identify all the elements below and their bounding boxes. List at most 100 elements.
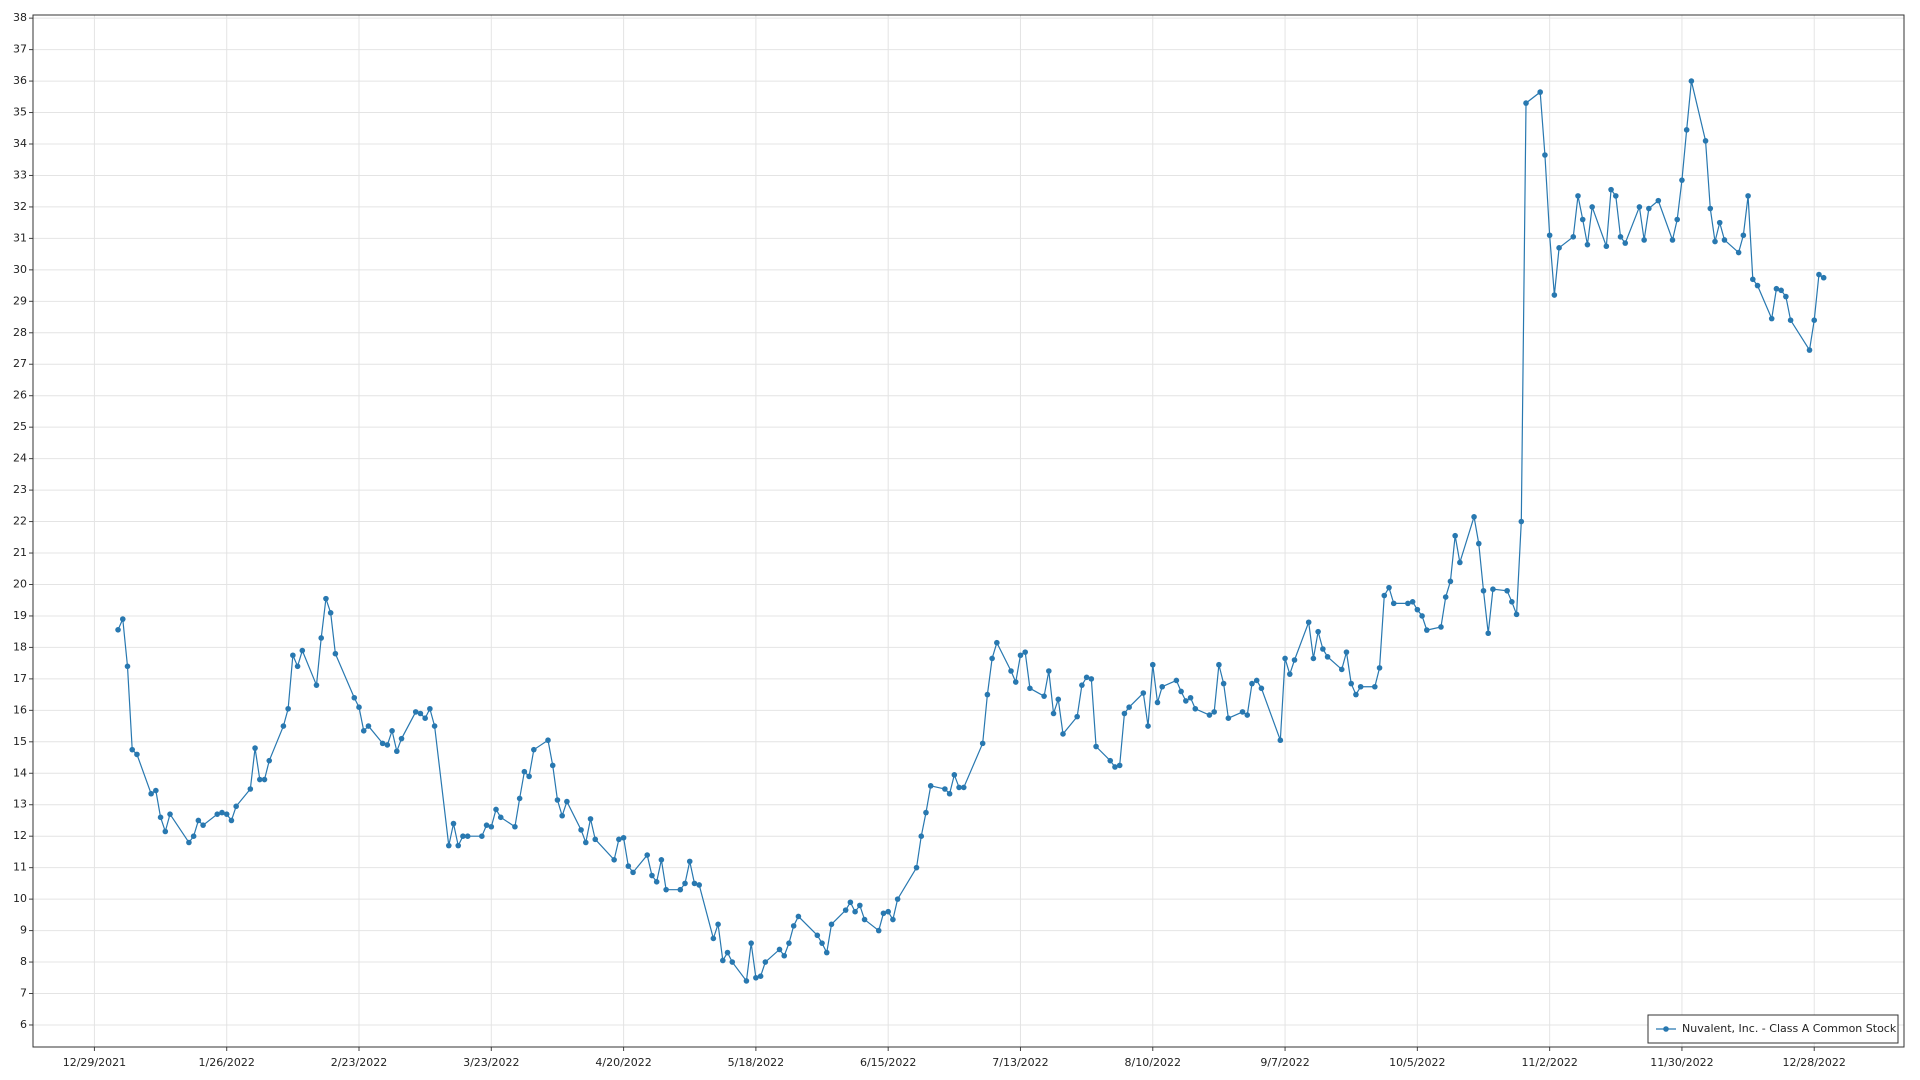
data-point [1523, 100, 1529, 106]
data-point [1612, 193, 1619, 199]
data-point [1282, 655, 1288, 662]
data-point [1187, 694, 1194, 701]
data-point [786, 940, 792, 946]
data-point [1121, 710, 1128, 717]
data-point [1820, 274, 1827, 281]
data-point [1490, 586, 1496, 593]
data-point [1778, 287, 1784, 294]
data-point [531, 746, 537, 753]
x-tick-label: 12/28/2022 [1783, 1056, 1846, 1069]
y-tick-label: 17 [13, 672, 27, 685]
data-point [1716, 219, 1723, 226]
y-tick-label: 19 [13, 609, 27, 622]
data-point [134, 751, 140, 758]
data-point [493, 806, 499, 813]
y-tick-label: 26 [13, 389, 27, 402]
data-point [124, 663, 131, 670]
data-point [1721, 237, 1728, 243]
y-tick-label: 27 [13, 357, 27, 370]
data-point [497, 814, 504, 821]
data-point [521, 768, 528, 775]
data-point [927, 783, 934, 789]
data-point [1542, 152, 1548, 158]
data-point [1622, 240, 1629, 246]
data-point [1017, 652, 1024, 659]
data-point [1452, 532, 1458, 539]
data-point [1424, 627, 1430, 633]
data-point [960, 784, 967, 791]
data-point [1546, 232, 1553, 239]
data-point [1712, 238, 1718, 245]
data-point [1754, 282, 1761, 289]
data-point [1126, 704, 1132, 710]
data-point [913, 864, 920, 871]
data-point [578, 827, 584, 833]
y-tick-label: 25 [13, 420, 27, 433]
data-point [649, 872, 655, 879]
x-tick-label: 11/30/2022 [1650, 1056, 1713, 1069]
y-tick-label: 6 [20, 1018, 27, 1031]
data-point [682, 880, 688, 887]
data-point [200, 822, 206, 828]
data-point [1513, 611, 1520, 618]
data-point [620, 834, 627, 841]
data-point [1740, 232, 1747, 239]
x-tick-label: 11/2/2022 [1521, 1056, 1577, 1069]
y-tick-label: 13 [13, 798, 27, 811]
data-point [148, 790, 154, 797]
data-point [857, 902, 863, 909]
data-point [299, 647, 306, 654]
data-point [1707, 205, 1714, 212]
data-point [1457, 559, 1463, 566]
y-tick-label: 10 [13, 892, 27, 905]
data-point [261, 776, 268, 783]
data-point [1683, 127, 1690, 133]
data-point [219, 809, 225, 816]
data-point [918, 833, 925, 839]
data-point [464, 833, 471, 839]
data-point [951, 772, 958, 778]
data-point [365, 723, 372, 729]
data-point [686, 858, 693, 865]
data-point [223, 811, 230, 817]
data-point [233, 803, 239, 810]
y-tick-label: 15 [13, 735, 27, 748]
data-point [616, 836, 622, 843]
data-point [1305, 619, 1312, 626]
data-point [582, 839, 589, 846]
data-point [351, 694, 358, 701]
data-point [1225, 715, 1232, 722]
data-point [1504, 587, 1510, 594]
data-point [748, 940, 754, 946]
data-point [847, 899, 854, 906]
data-point [1414, 606, 1421, 613]
data-point [658, 856, 665, 863]
data-point [1192, 705, 1199, 712]
data-point [157, 814, 164, 821]
y-tick-label: 28 [13, 326, 27, 339]
data-point [1083, 674, 1090, 681]
data-point [677, 886, 684, 893]
y-tick-label: 20 [13, 577, 27, 590]
y-tick-label: 14 [13, 766, 27, 779]
data-point [1079, 682, 1085, 688]
x-tick-label: 12/29/2021 [63, 1056, 126, 1069]
data-point [1206, 712, 1213, 718]
data-point [942, 786, 948, 792]
data-point [195, 817, 202, 824]
data-point [814, 932, 821, 939]
x-tick-label: 6/15/2022 [860, 1056, 916, 1069]
legend-label: Nuvalent, Inc. - Class A Common Stock [1682, 1022, 1897, 1035]
data-point [1239, 709, 1246, 715]
data-point [318, 635, 325, 641]
data-point [1376, 665, 1383, 671]
data-point [389, 727, 395, 734]
data-point [1022, 649, 1028, 655]
data-point [1617, 234, 1624, 240]
data-point [554, 797, 561, 803]
data-point [526, 773, 532, 780]
data-point [1050, 710, 1057, 717]
data-point [994, 639, 1000, 646]
data-point [460, 833, 466, 839]
